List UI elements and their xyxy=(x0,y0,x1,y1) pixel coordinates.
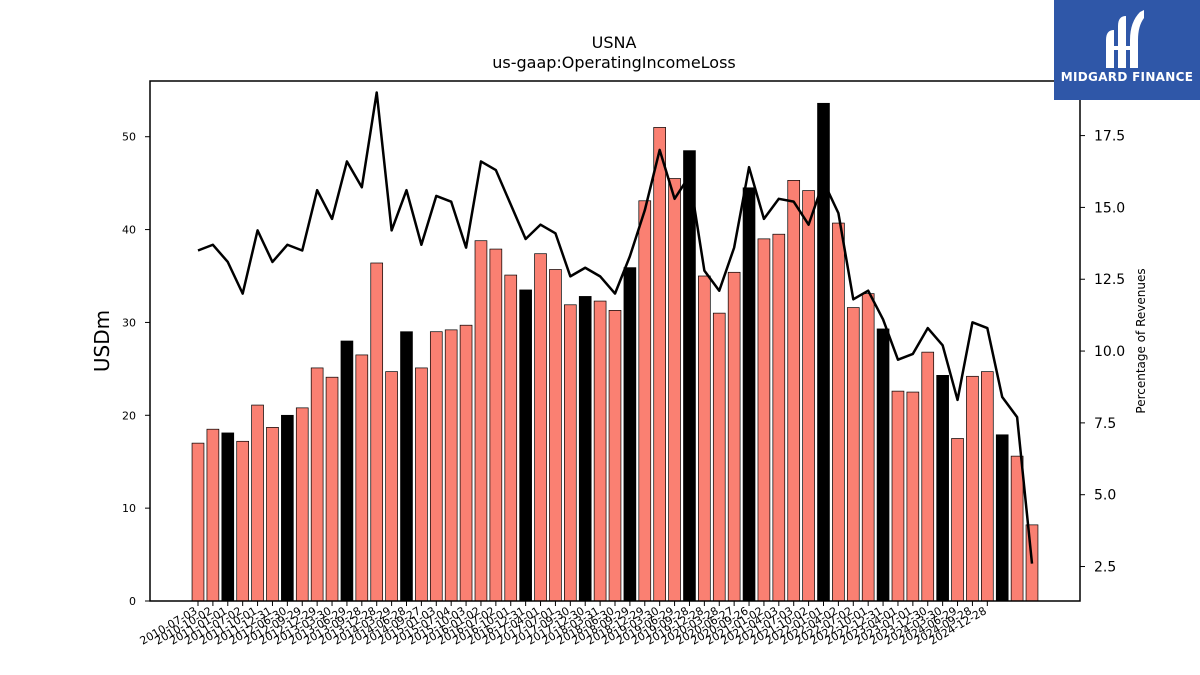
bar xyxy=(206,428,220,602)
bar xyxy=(295,407,309,602)
y2-tick-label: 5.0 xyxy=(1094,488,1116,504)
bar xyxy=(712,312,726,602)
bar xyxy=(876,328,890,602)
bar xyxy=(459,324,473,602)
bar xyxy=(936,375,949,602)
bar xyxy=(251,404,264,602)
bar xyxy=(549,269,562,602)
bar xyxy=(787,180,801,602)
brand-logo: MIDGARD FINANCE xyxy=(1054,0,1200,100)
bar xyxy=(698,275,711,602)
bar xyxy=(683,150,696,602)
bar xyxy=(534,253,547,602)
bar xyxy=(832,222,845,602)
y2-tick-label: 10.0 xyxy=(1094,344,1125,360)
bar xyxy=(638,200,652,602)
y-tick-label: 10 xyxy=(122,502,136,515)
brand-name: MIDGARD FINANCE xyxy=(1061,70,1193,84)
bar xyxy=(191,442,205,602)
bar xyxy=(608,310,622,602)
y-axis-left: 0 10 20 30 40 50 xyxy=(122,131,150,608)
bar xyxy=(221,432,235,602)
bar xyxy=(846,307,860,602)
bar xyxy=(355,354,369,602)
x-axis: 2010-07-032010-10-022011-01-012011-07-02… xyxy=(138,601,989,648)
y2-tick-label: 7.5 xyxy=(1094,416,1116,432)
bar xyxy=(564,304,577,602)
bar xyxy=(861,293,875,602)
bar xyxy=(653,127,666,602)
bar xyxy=(578,296,592,602)
brand-mark-icon xyxy=(1106,10,1144,68)
y2-tick-label: 2.5 xyxy=(1094,560,1116,576)
bar xyxy=(400,331,413,602)
bar xyxy=(817,102,830,602)
y2-tick-label: 15.0 xyxy=(1094,200,1125,216)
bar xyxy=(981,371,994,602)
y-axis-right: 2.5 5.0 7.5 10.0 12.5 15.0 17.5 xyxy=(1080,129,1125,576)
bar xyxy=(504,274,518,602)
y-tick-label: 30 xyxy=(122,316,136,329)
bar xyxy=(444,329,458,602)
bar xyxy=(668,178,681,602)
bar xyxy=(385,371,398,602)
bar xyxy=(519,289,532,602)
bar xyxy=(995,434,1009,602)
bar xyxy=(802,190,815,602)
bar xyxy=(951,438,964,602)
chart-subtitle: us-gaap:OperatingIncomeLoss xyxy=(492,53,736,72)
bar xyxy=(593,300,607,602)
y-tick-label: 40 xyxy=(122,224,136,237)
y2-axis-label: Percentage of Revenues xyxy=(1134,268,1148,413)
bar xyxy=(281,414,294,602)
bar xyxy=(727,271,741,602)
bar xyxy=(310,367,324,602)
y-tick-label: 20 xyxy=(122,409,136,422)
bar xyxy=(772,233,786,602)
bar xyxy=(623,267,637,602)
bar xyxy=(325,376,339,602)
y-tick-label: 50 xyxy=(122,131,136,144)
y2-tick-label: 17.5 xyxy=(1094,129,1125,145)
bar xyxy=(474,240,488,602)
percentage-line xyxy=(197,91,1034,564)
bar xyxy=(236,440,249,602)
bar xyxy=(966,375,979,602)
y-axis-label: USDm xyxy=(90,310,114,372)
bar xyxy=(742,187,756,602)
chart-title: USNA xyxy=(592,33,637,52)
bar xyxy=(891,390,905,602)
bar xyxy=(370,262,384,602)
y2-tick-label: 12.5 xyxy=(1094,272,1125,288)
bar xyxy=(266,427,279,602)
bar xyxy=(415,367,428,602)
bar xyxy=(906,391,920,602)
bar xyxy=(429,331,443,602)
bar-series xyxy=(191,102,1039,602)
bar xyxy=(489,248,503,602)
bar xyxy=(921,351,935,602)
bar xyxy=(340,340,354,602)
bar xyxy=(1010,455,1024,602)
bar xyxy=(757,238,771,602)
y-tick-label: 0 xyxy=(129,595,136,608)
